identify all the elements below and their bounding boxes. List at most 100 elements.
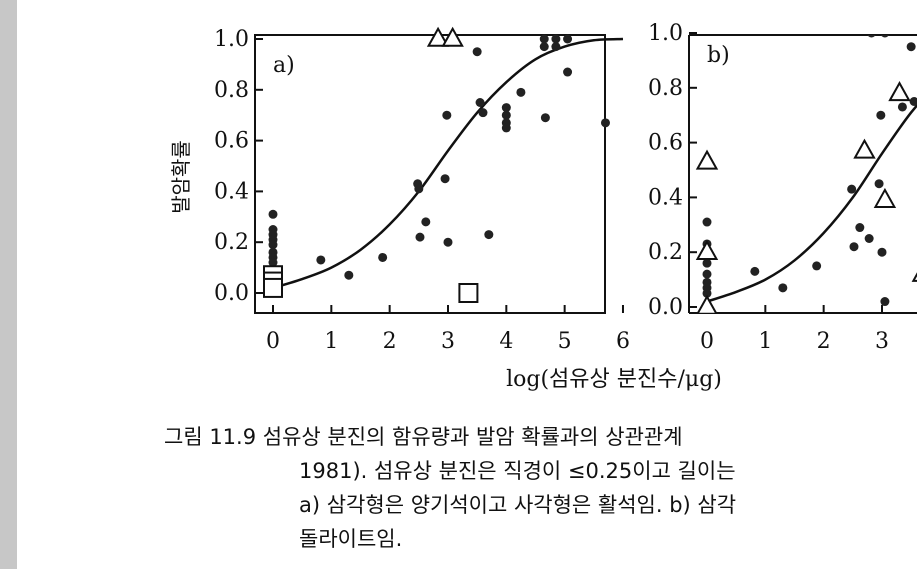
panel-a-point (600, 118, 610, 128)
panel-b-marks (695, 35, 917, 313)
panel-b-point (855, 223, 865, 233)
panel-b-point (880, 35, 889, 38)
panel-b-y-tick-label: 0.0 (648, 295, 683, 320)
panel-b-point (847, 184, 857, 194)
panel-a-point (563, 67, 573, 77)
panel-a-y-tick-label: 0.2 (214, 230, 249, 255)
panel-a-x-tick-label: 1 (324, 329, 338, 354)
panel-a-x-tick-label: 3 (441, 329, 455, 354)
panel-a-point (421, 217, 431, 227)
panel-a-point (563, 34, 573, 44)
page: a) 0.0 0.2 0.4 0.6 0.8 1.0 0 1 2 3 4 5 6 발암확률 log(섬… (17, 0, 917, 569)
panel-a-x-tick-label: 2 (383, 329, 397, 354)
panel-a-point (472, 47, 482, 57)
panel-a-point (540, 113, 550, 123)
panel-b-point (906, 42, 916, 52)
panel-a-point (442, 110, 452, 120)
panel-a-point (551, 42, 561, 52)
panel-b-triangle-point (696, 294, 718, 313)
panel-a-x-tick-label: 5 (558, 329, 572, 354)
panel-a-point (415, 232, 425, 242)
panel-b-point (897, 102, 907, 112)
panel-a-square-point (458, 283, 479, 303)
panel-b-fit-curve (706, 103, 917, 303)
panel-a-point (344, 270, 354, 280)
panel-a-square-point (263, 277, 283, 298)
panel-a: a) 0.0 0.2 0.4 0.6 0.8 1.0 0 1 2 3 4 5 6 (214, 26, 630, 354)
panel-b-point (874, 179, 884, 189)
panel-a-point (440, 174, 450, 184)
panel-b-point (778, 283, 788, 293)
panel-a-point (378, 252, 388, 262)
panel-a-marks (263, 26, 610, 303)
panel-b-x-tick-label: 2 (817, 329, 831, 354)
panel-b-triangle-point (853, 138, 876, 159)
panel-a-point (539, 34, 549, 44)
panel-b-point (750, 266, 760, 276)
panel-b-label: b) (707, 43, 730, 68)
caption-line-1: 그림 11.9 섬유상 분진의 함유량과 발암 확률과의 상관관계 (164, 425, 683, 449)
panel-b-y-tick-label: 1.0 (648, 21, 683, 46)
panel-a-x-tick-label: 6 (616, 329, 630, 354)
y-axis-label: 발암확률 (169, 140, 193, 214)
panel-a-y-tick-label: 0.4 (214, 179, 249, 204)
figure-caption: 그림 11.9 섬유상 분진의 함유량과 발암 확률과의 상관관계 1981).… (164, 420, 917, 556)
panel-a-frame (254, 34, 606, 314)
panel-a-point (501, 123, 511, 133)
panel-a-point (501, 110, 511, 120)
panel-b-x-tick-label: 3 (875, 329, 889, 354)
panel-a-y-tick-label: 0.8 (214, 78, 249, 103)
panel-a-x-tick-label: 0 (266, 329, 280, 354)
panel-b-point (880, 297, 890, 307)
panel-b-point (812, 261, 822, 271)
panel-b-point (702, 217, 712, 227)
panel-b-x-tick-label: 1 (758, 329, 772, 354)
panel-a-triangle-point (426, 26, 450, 47)
panel-a-point (316, 255, 326, 265)
panel-a-point (268, 258, 278, 268)
panel-b-point (849, 242, 859, 252)
panel-a-point (443, 237, 453, 247)
panel-b-x-tick-label: 0 (700, 329, 714, 354)
panel-a-point (516, 87, 526, 97)
panel-a-y-tick-label: 1.0 (214, 27, 249, 52)
panel-a-point (414, 184, 424, 194)
panel-a-point (501, 103, 511, 113)
x-axis-label: log(섬유상 분진수/μg) (506, 367, 722, 392)
panel-a-point (539, 42, 549, 52)
panel-b: b) 0.0 0.2 0.4 0.6 0.8 1.0 0 1 2 3 (648, 21, 917, 354)
panel-b-point (702, 258, 712, 268)
panel-b-point (876, 110, 886, 120)
panel-a-x-tick-label: 4 (499, 329, 513, 354)
panel-b-point (877, 247, 887, 257)
panel-a-point (484, 230, 494, 240)
caption-line-4: 돌라이트임. (299, 527, 403, 551)
panel-a-point (268, 240, 278, 250)
panel-b-point (702, 269, 712, 279)
panel-a-label: a) (273, 53, 295, 78)
panel-a-y-tick-label: 0.0 (214, 281, 249, 306)
panel-b-y-tick-label: 0.4 (648, 185, 683, 210)
caption-line-2: 1981). 섬유상 분진은 직경이 ≤0.25이고 길이는 (299, 459, 736, 483)
panel-b-triangle-point (873, 187, 897, 208)
panel-b-triangle-point (911, 272, 917, 282)
panel-a-y-tick-label: 0.6 (214, 129, 249, 154)
panel-a-point (268, 209, 278, 219)
panel-b-triangle-point (888, 81, 911, 102)
panel-b-point (909, 97, 917, 106)
panel-b-y-tick-label: 0.2 (648, 240, 683, 265)
panel-a-point (475, 98, 485, 107)
caption-line-3: a) 삼각형은 양기석이고 사각형은 활석임. b) 삼각 (299, 493, 737, 517)
panel-b-triangle-point (695, 239, 719, 260)
panel-b-triangle-point (695, 149, 719, 170)
panel-a-point (478, 108, 488, 118)
panel-b-y-tick-label: 0.6 (648, 131, 683, 156)
figure: a) 0.0 0.2 0.4 0.6 0.8 1.0 0 1 2 3 4 5 6 발암확률 log(섬… (169, 21, 917, 392)
panel-a-fit-curve (272, 37, 624, 290)
panel-b-point (702, 288, 712, 298)
panel-a-point (551, 34, 561, 44)
panel-b-point (867, 35, 876, 38)
panel-b-point (864, 234, 874, 243)
panel-a-triangle-point (441, 26, 464, 47)
panel-b-y-tick-label: 0.8 (648, 76, 683, 101)
